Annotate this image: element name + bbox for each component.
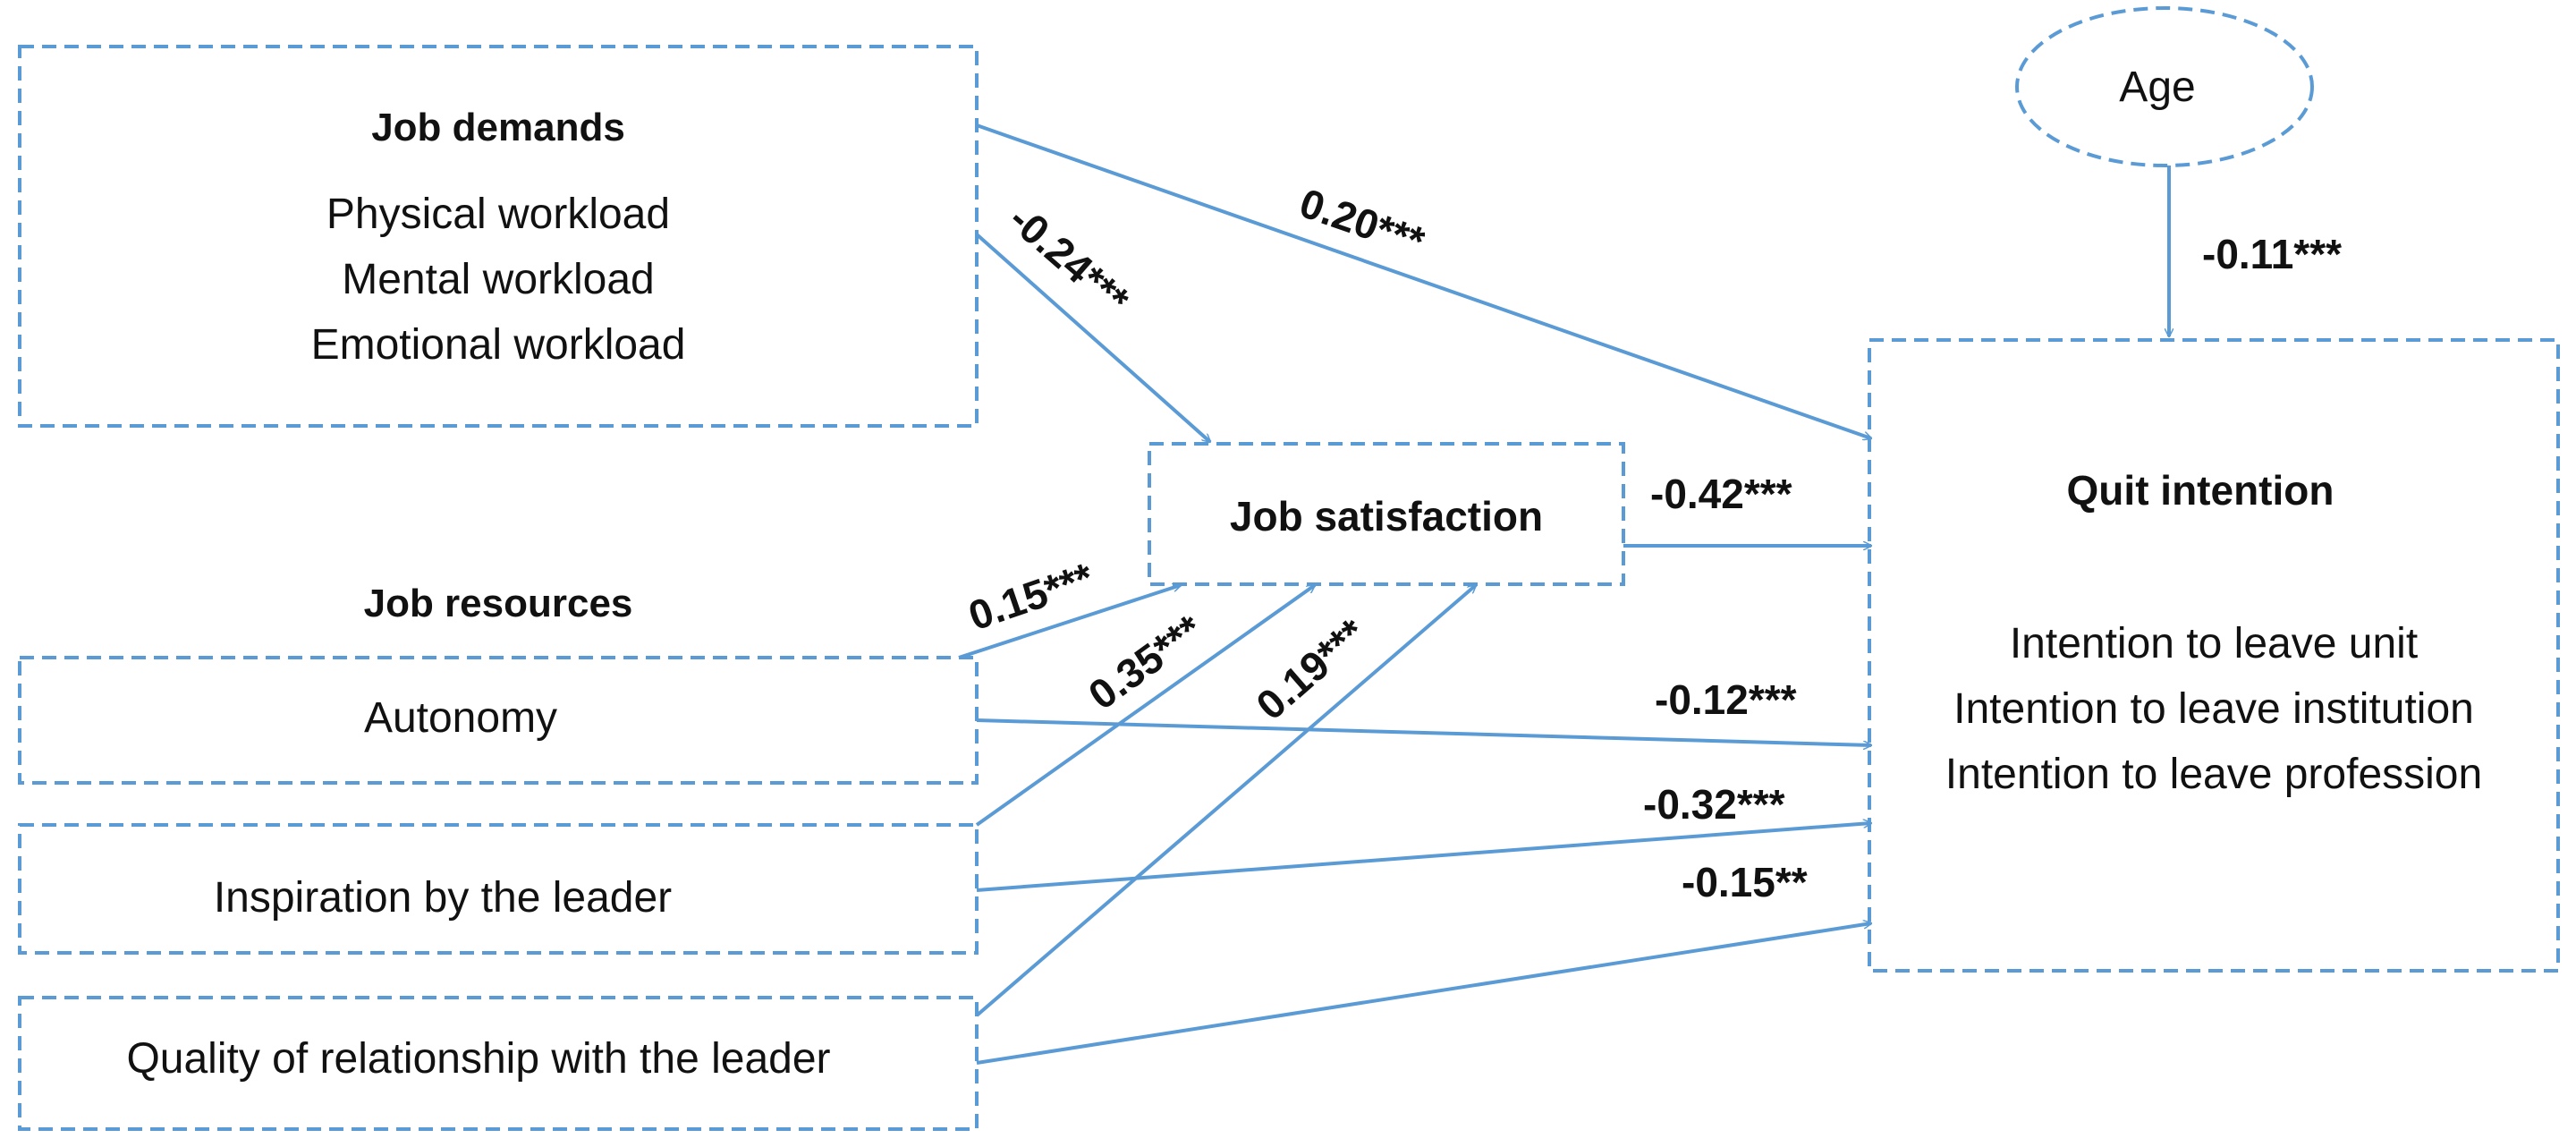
job-satisfaction-box xyxy=(1148,442,1625,586)
job-demands-item: Physical workload xyxy=(326,191,670,238)
quality-box xyxy=(18,996,979,1131)
quit-intention-box xyxy=(1868,338,2560,973)
job-demands-box xyxy=(18,45,979,428)
coef-quality-to-quit: -0.15** xyxy=(1682,859,1808,905)
job-demands-title: Job demands xyxy=(371,106,625,149)
coef-satisfaction-to-quit: -0.42*** xyxy=(1650,471,1792,517)
age-label: Age xyxy=(2119,64,2195,111)
quality-label: Quality of relationship with the leader xyxy=(126,1035,830,1083)
arrow-inspiration-to-satisfaction xyxy=(975,583,1315,827)
coef-demands-to-satisfaction: -0.24*** xyxy=(1000,195,1138,323)
coef-inspiration-to-satisfaction: 0.35*** xyxy=(1080,606,1211,718)
arrow-demands-to-quit xyxy=(976,123,1871,438)
coef-inspiration-to-quit: -0.32*** xyxy=(1643,781,1785,828)
coef-autonomy-to-satisfaction: 0.15*** xyxy=(962,554,1098,640)
quit-intention-item: Intention to leave unit xyxy=(2010,620,2418,667)
arrow-quality-to-quit xyxy=(976,923,1871,1065)
age-ellipse xyxy=(2015,6,2314,167)
coef-age-to-quit: -0.11*** xyxy=(2202,231,2342,277)
coef-demands-to-quit: 0.20*** xyxy=(1294,179,1430,265)
arrow-inspiration-to-quit xyxy=(976,823,1871,892)
job-resources-heading: Job resources xyxy=(364,582,633,625)
inspiration-box xyxy=(18,823,979,955)
quit-intention-item: Intention to leave institution xyxy=(1953,685,2474,733)
autonomy-box xyxy=(18,656,979,785)
coef-autonomy-to-quit: -0.12*** xyxy=(1655,676,1797,723)
coef-quality-to-satisfaction: 0.19*** xyxy=(1247,609,1374,728)
job-satisfaction-label: Job satisfaction xyxy=(1230,493,1543,540)
arrow-autonomy-to-quit xyxy=(976,718,1871,745)
quit-intention-title: Quit intention xyxy=(2067,467,2334,514)
inspiration-label: Inspiration by the leader xyxy=(214,874,672,922)
quit-intention-item: Intention to leave profession xyxy=(1945,751,2482,798)
job-demands-item: Emotional workload xyxy=(311,321,686,369)
autonomy-label: Autonomy xyxy=(364,694,557,742)
arrow-quality-to-satisfaction xyxy=(975,585,1476,1017)
job-demands-item: Mental workload xyxy=(342,256,655,303)
arrow-demands-to-satisfaction xyxy=(975,233,1210,442)
arrow-autonomy-to-satisfaction xyxy=(958,585,1181,659)
